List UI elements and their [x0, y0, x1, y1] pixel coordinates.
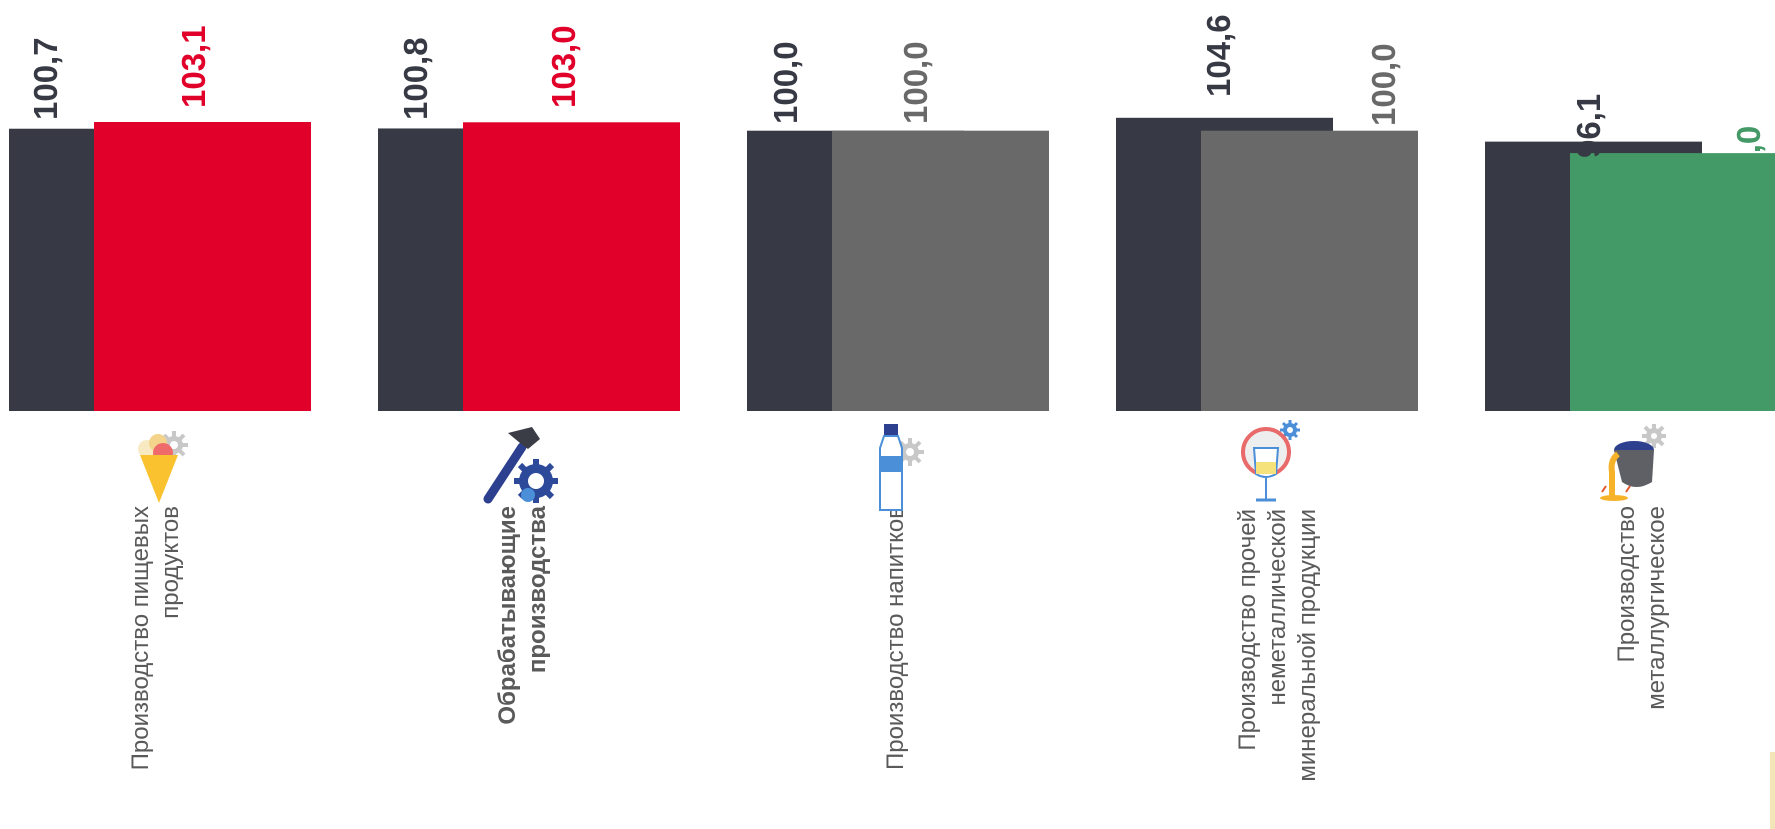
value-label-0-0: 100,7 [27, 37, 64, 120]
category-label-metallurgy: Производство металлургическое [1613, 506, 1670, 710]
bar-1-1 [463, 122, 680, 412]
wine-glass-mirror-icon [1241, 420, 1300, 502]
value-label-2-0: 100,0 [767, 41, 804, 124]
water-bottle-icon [879, 424, 924, 511]
ice-cream-icon [138, 431, 188, 503]
value-label-3-0: 104,6 [1200, 14, 1237, 97]
value-label-4-0: 96,1 [1570, 93, 1607, 158]
category-label-manufacturing: Обрабатывающие производства [494, 506, 551, 725]
value-label-3-1: 100,0 [1365, 43, 1402, 126]
value-label-0-1: 103,1 [175, 25, 212, 108]
bar-3-1 [1201, 130, 1418, 411]
bar-0-1 [94, 122, 311, 411]
hammer-gear-icon [483, 427, 558, 504]
edge-decoration [1770, 752, 1775, 829]
value-label-4-1: 92,0 [1730, 125, 1767, 190]
category-label-food: Производство пищевых продуктов [127, 506, 184, 771]
category-label-nonmetallic: Производство прочей неметаллической мине… [1234, 509, 1321, 782]
ladle-molten-metal-icon [1600, 424, 1666, 501]
value-label-1-1: 103,0 [545, 25, 582, 108]
value-label-1-0: 100,8 [397, 37, 434, 120]
category-label-beverages: Производство напитков [882, 506, 909, 771]
bar-2-1 [832, 130, 1049, 411]
bar-4-1 [1570, 153, 1775, 412]
value-label-2-1: 100,0 [897, 41, 934, 124]
